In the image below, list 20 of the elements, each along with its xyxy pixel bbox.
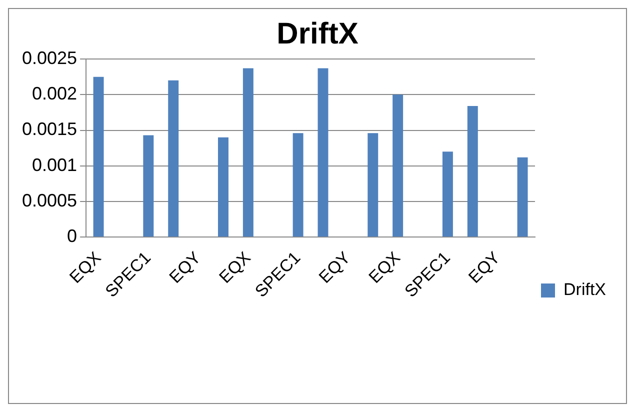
bar bbox=[242, 68, 254, 237]
y-tick-label: 0.0015 bbox=[22, 119, 78, 140]
chart-title: DriftX bbox=[276, 17, 358, 50]
y-tick-label: 0.0005 bbox=[22, 190, 78, 210]
bar bbox=[392, 94, 404, 237]
bar bbox=[467, 106, 478, 237]
legend-label: DriftX bbox=[564, 280, 606, 300]
y-tick-label: 0.0025 bbox=[22, 48, 78, 68]
y-tick-label: 0.002 bbox=[32, 84, 78, 104]
bar bbox=[168, 80, 179, 237]
y-tick-label: 0.001 bbox=[32, 154, 78, 175]
bar bbox=[93, 76, 104, 237]
bar bbox=[368, 133, 378, 237]
bar bbox=[517, 157, 528, 237]
y-tick-label: 0 bbox=[67, 226, 78, 246]
bar bbox=[143, 135, 154, 237]
bar bbox=[318, 68, 328, 237]
bar bbox=[218, 137, 228, 237]
bar bbox=[442, 152, 453, 237]
bar bbox=[292, 133, 304, 237]
